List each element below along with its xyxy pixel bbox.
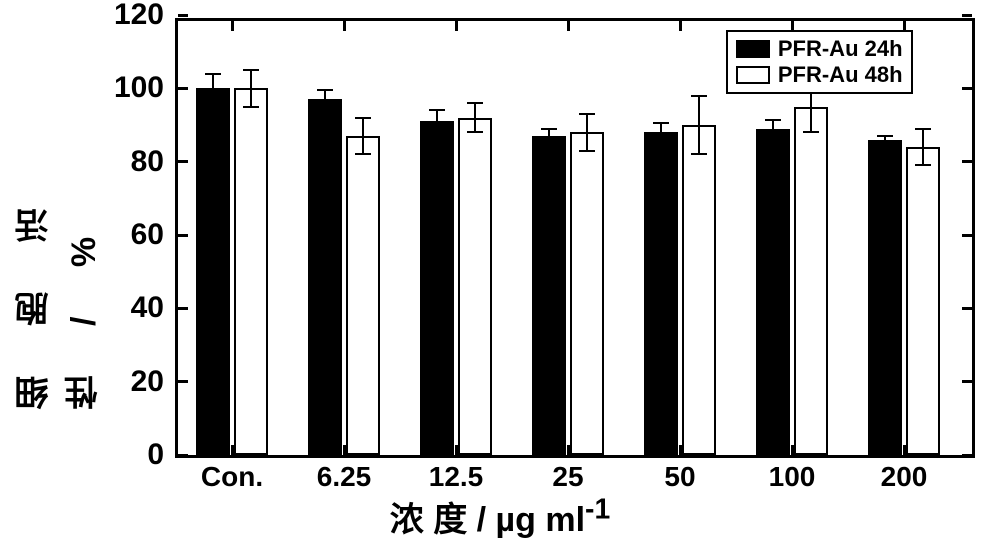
error-bar: [474, 103, 476, 132]
error-cap: [653, 141, 669, 143]
x-tick-label: Con.: [201, 455, 263, 493]
bar: [794, 107, 828, 455]
error-cap: [691, 95, 707, 97]
x-tick-mark: [455, 21, 458, 31]
y-tick-mark: [178, 234, 188, 237]
bar: [346, 136, 380, 455]
error-bar: [436, 110, 438, 132]
x-tick-label: 50: [664, 455, 695, 493]
error-cap: [653, 122, 669, 124]
bar: [868, 140, 902, 455]
error-cap: [579, 113, 595, 115]
bar: [234, 88, 268, 455]
y-tick-label: 60: [131, 218, 178, 252]
legend-item: PFR-Au 24h: [736, 36, 903, 62]
legend-swatch: [736, 40, 770, 58]
error-bar: [698, 96, 700, 155]
error-cap: [579, 150, 595, 152]
error-bar: [212, 74, 214, 103]
x-tick-mark: [679, 21, 682, 31]
error-cap: [541, 128, 557, 130]
y-tick-label: 100: [114, 71, 178, 105]
error-cap: [429, 109, 445, 111]
legend-item: PFR-Au 48h: [736, 62, 903, 88]
error-cap: [467, 131, 483, 133]
bar: [196, 88, 230, 455]
error-cap: [877, 142, 893, 144]
error-cap: [355, 117, 371, 119]
error-cap: [765, 137, 781, 139]
x-tick-label: 200: [881, 455, 928, 493]
bar: [906, 147, 940, 455]
y-tick-mark: [178, 380, 188, 383]
y-tick-mark: [178, 307, 188, 310]
error-bar: [586, 114, 588, 151]
y-tick-mark: [178, 14, 188, 17]
legend-label: PFR-Au 48h: [778, 62, 903, 88]
y-tick-mark: [962, 380, 972, 383]
error-bar: [324, 90, 326, 108]
error-cap: [915, 164, 931, 166]
error-bar: [660, 123, 662, 141]
y-tick-label: 80: [131, 145, 178, 179]
y-tick-label: 40: [131, 291, 178, 325]
bar: [756, 129, 790, 455]
error-bar: [772, 120, 774, 138]
y-tick-label: 20: [131, 365, 178, 399]
bar: [308, 99, 342, 455]
x-tick-label: 100: [769, 455, 816, 493]
y-tick-mark: [962, 87, 972, 90]
error-bar: [362, 118, 364, 155]
legend-label: PFR-Au 24h: [778, 36, 903, 62]
error-bar: [548, 129, 550, 144]
error-cap: [541, 142, 557, 144]
error-bar: [922, 129, 924, 166]
x-tick-label: 12.5: [429, 455, 484, 493]
y-tick-mark: [178, 454, 188, 457]
y-axis-label: 细 胞 活 性 / %: [10, 137, 108, 410]
error-cap: [429, 131, 445, 133]
error-cap: [243, 69, 259, 71]
x-axis-label: 浓 度 / µg ml-1: [390, 492, 610, 541]
error-cap: [765, 119, 781, 121]
y-tick-mark: [178, 160, 188, 163]
error-cap: [691, 153, 707, 155]
x-axis-label-sup: -1: [585, 494, 610, 526]
error-cap: [467, 102, 483, 104]
legend: PFR-Au 24hPFR-Au 48h: [726, 30, 913, 94]
y-tick-mark: [178, 87, 188, 90]
x-tick-mark: [231, 21, 234, 31]
error-cap: [243, 106, 259, 108]
y-tick-mark: [962, 234, 972, 237]
error-cap: [205, 73, 221, 75]
y-tick-mark: [962, 160, 972, 163]
bar: [644, 132, 678, 455]
chart-container: 细 胞 活 性 / % 浓 度 / µg ml-1 PFR-Au 24hPFR-…: [0, 0, 1000, 546]
error-cap: [877, 135, 893, 137]
error-cap: [317, 89, 333, 91]
bar: [682, 125, 716, 455]
error-cap: [915, 128, 931, 130]
x-axis-label-text: 浓 度 / µg ml: [390, 501, 585, 539]
bar: [420, 121, 454, 455]
error-bar: [250, 70, 252, 107]
x-tick-mark: [567, 21, 570, 31]
x-tick-label: 6.25: [317, 455, 372, 493]
y-tick-label: 120: [114, 0, 178, 32]
x-tick-mark: [343, 21, 346, 31]
legend-swatch: [736, 66, 770, 84]
y-tick-mark: [962, 454, 972, 457]
bar: [458, 118, 492, 455]
x-tick-label: 25: [552, 455, 583, 493]
y-tick-mark: [962, 307, 972, 310]
bar: [570, 132, 604, 455]
error-cap: [803, 131, 819, 133]
y-tick-mark: [962, 14, 972, 17]
error-cap: [317, 108, 333, 110]
plot-area: PFR-Au 24hPFR-Au 48h 020406080100120Con.…: [175, 18, 975, 458]
y-tick-label: 0: [147, 438, 178, 472]
bar: [532, 136, 566, 455]
error-cap: [355, 153, 371, 155]
error-cap: [205, 102, 221, 104]
